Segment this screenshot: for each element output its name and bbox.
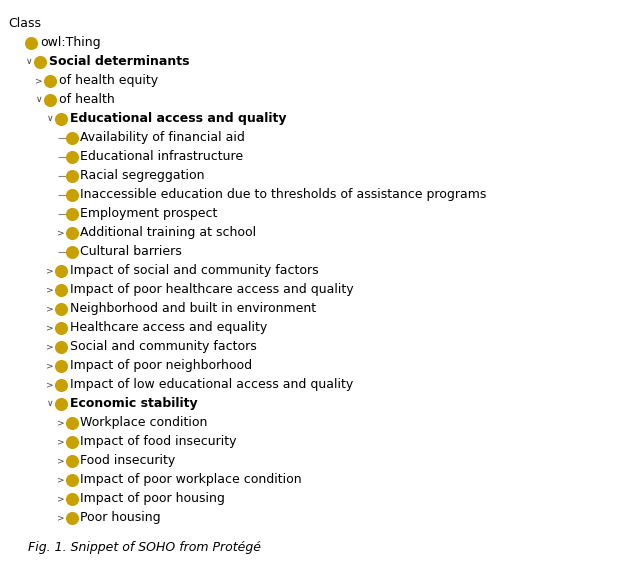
Text: Food insecurity: Food insecurity xyxy=(81,454,176,467)
Text: Additional training at school: Additional training at school xyxy=(81,226,257,239)
Text: ∨: ∨ xyxy=(46,399,53,408)
Text: >: > xyxy=(57,228,64,237)
Text: >: > xyxy=(46,304,54,313)
Text: >: > xyxy=(57,456,64,465)
Text: Fig. 1. Snippet of SOHO from Protégé: Fig. 1. Snippet of SOHO from Protégé xyxy=(28,541,261,554)
Text: Class: Class xyxy=(8,17,41,30)
Text: >: > xyxy=(46,380,54,389)
Text: ∨: ∨ xyxy=(26,57,32,66)
Text: >: > xyxy=(57,418,64,427)
Text: Educational access and quality: Educational access and quality xyxy=(70,112,286,125)
Text: Economic stability: Economic stability xyxy=(70,397,197,410)
Text: >: > xyxy=(57,494,64,503)
Text: Impact of poor workplace condition: Impact of poor workplace condition xyxy=(81,473,302,486)
Text: Workplace condition: Workplace condition xyxy=(81,416,208,429)
Text: Impact of poor healthcare access and quality: Impact of poor healthcare access and qua… xyxy=(70,283,353,296)
Text: Cultural barriers: Cultural barriers xyxy=(81,245,182,258)
Text: >: > xyxy=(35,76,43,85)
Text: >: > xyxy=(46,266,54,275)
Text: of health: of health xyxy=(59,93,115,106)
Text: Inaccessible education due to thresholds of assistance programs: Inaccessible education due to thresholds… xyxy=(81,188,487,201)
Text: ∨: ∨ xyxy=(46,114,53,123)
Text: >: > xyxy=(46,285,54,294)
Text: >: > xyxy=(57,475,64,484)
Text: >: > xyxy=(57,513,64,522)
Text: Social determinants: Social determinants xyxy=(49,55,189,68)
Text: Social and community factors: Social and community factors xyxy=(70,340,257,353)
Text: Healthcare access and equality: Healthcare access and equality xyxy=(70,321,267,334)
Text: >: > xyxy=(46,323,54,332)
Text: Impact of poor housing: Impact of poor housing xyxy=(81,492,225,505)
Text: of health equity: of health equity xyxy=(59,74,158,87)
Text: Racial segreggation: Racial segreggation xyxy=(81,169,205,182)
Text: Poor housing: Poor housing xyxy=(81,511,161,524)
Text: Impact of social and community factors: Impact of social and community factors xyxy=(70,264,318,277)
Text: >: > xyxy=(46,342,54,351)
Text: Employment prospect: Employment prospect xyxy=(81,207,218,220)
Text: >: > xyxy=(46,361,54,370)
Text: ∨: ∨ xyxy=(36,95,42,104)
Text: Impact of poor neighborhood: Impact of poor neighborhood xyxy=(70,359,252,372)
Text: >: > xyxy=(57,437,64,446)
Text: Availability of financial aid: Availability of financial aid xyxy=(81,131,245,144)
Text: Neighborhood and built in environment: Neighborhood and built in environment xyxy=(70,302,316,315)
Text: Impact of low educational access and quality: Impact of low educational access and qua… xyxy=(70,378,353,391)
Text: owl:Thing: owl:Thing xyxy=(40,36,100,49)
Text: Educational infrastructure: Educational infrastructure xyxy=(81,150,244,163)
Text: Impact of food insecurity: Impact of food insecurity xyxy=(81,435,237,448)
